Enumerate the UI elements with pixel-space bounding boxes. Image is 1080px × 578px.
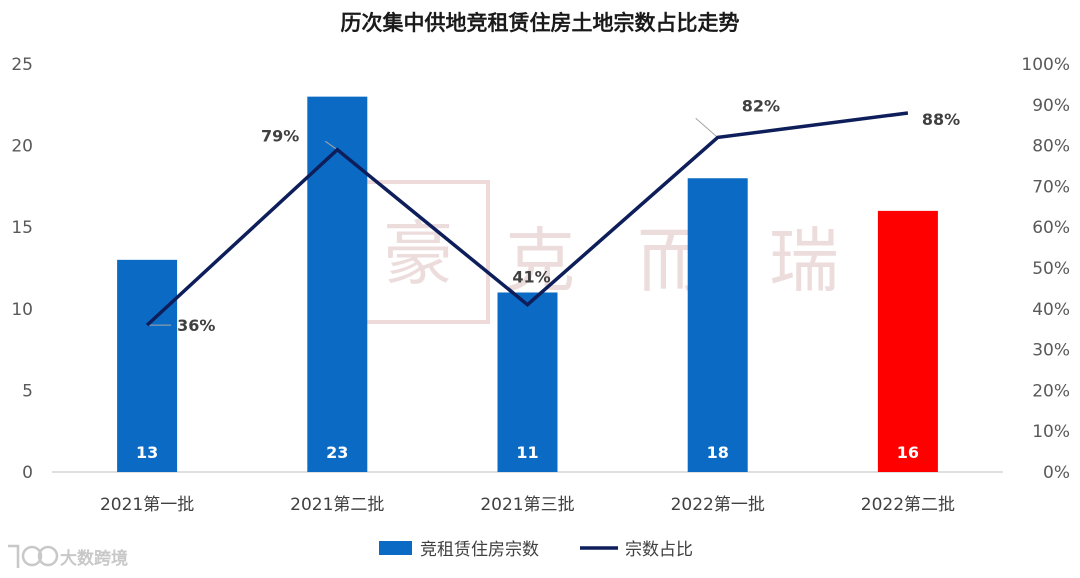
left-tick-label: 20 [11, 137, 33, 157]
legend: 竞租赁住房宗数 宗数占比 [379, 540, 693, 560]
bar [497, 292, 558, 472]
right-tick-label: 80% [1032, 137, 1070, 157]
right-tick-label: 90% [1032, 96, 1070, 116]
right-tick-label: 100% [1021, 55, 1070, 75]
bar-series [117, 96, 938, 473]
right-tick-label: 20% [1032, 381, 1070, 401]
left-axis-ticks: 0 5 10 15 20 25 [11, 55, 33, 483]
brand-text: 大数跨境 [60, 548, 128, 569]
bar [307, 96, 368, 472]
category-labels: 2021第一批 2021第二批 2021第三批 2022第一批 2022第二批 [100, 495, 955, 515]
category-label: 2021第二批 [290, 495, 384, 515]
line-value-label: 36% [177, 316, 215, 335]
watermark-logo-char: 豪 [383, 213, 453, 295]
bar-value-label: 18 [707, 443, 729, 462]
line-value-label: 88% [922, 110, 960, 129]
right-tick-label: 70% [1032, 177, 1070, 197]
right-tick-label: 40% [1032, 300, 1070, 320]
legend-label-bar: 竞租赁住房宗数 [420, 540, 539, 560]
right-tick-label: 30% [1032, 341, 1070, 361]
right-tick-label: 0% [1043, 463, 1070, 483]
category-label: 2021第一批 [100, 495, 194, 515]
left-tick-label: 5 [22, 381, 33, 401]
line-series-宗数占比 [145, 111, 909, 327]
left-tick-label: 10 [11, 300, 33, 320]
right-tick-label: 50% [1032, 259, 1070, 279]
bar-value-label: 11 [516, 443, 538, 462]
watermark: 豪 克而瑞 [346, 180, 901, 324]
right-tick-label: 10% [1032, 422, 1070, 442]
right-axis-ticks: 0% 10% 20% 30% 40% 50% 60% 70% 80% 90% 100% [1021, 55, 1070, 483]
bar-value-label: 13 [136, 443, 158, 462]
category-label: 2022第二批 [861, 495, 955, 515]
watermark-text: 克而瑞 [505, 220, 901, 302]
right-tick-label: 60% [1032, 218, 1070, 238]
line-value-label: 82% [742, 96, 780, 115]
legend-swatch-bar [379, 541, 412, 555]
left-tick-label: 25 [11, 55, 33, 75]
line-value-labels: 36% 79% 41% 82% 88% [177, 96, 960, 335]
leader-line [695, 117, 719, 138]
bar [877, 210, 938, 472]
category-label: 2021第三批 [480, 495, 574, 515]
leader-line [325, 140, 338, 151]
left-tick-label: 15 [11, 218, 33, 238]
brand-logo-icon [8, 544, 59, 568]
bar-value-label: 23 [326, 443, 348, 462]
category-label: 2022第一批 [671, 495, 765, 515]
line-value-label: 41% [512, 268, 550, 287]
bar-value-labels: 13 23 11 18 16 [136, 443, 919, 462]
legend-label-line: 宗数占比 [625, 540, 693, 560]
bar [687, 178, 748, 473]
bar [117, 259, 178, 472]
bar-value-label: 16 [897, 443, 919, 462]
left-tick-label: 0 [22, 463, 33, 483]
chart-title: 历次集中供地竞租赁住房土地宗数占比走势 [341, 11, 740, 35]
line-value-label: 79% [261, 127, 299, 146]
brand: 大数跨境 [8, 544, 128, 569]
